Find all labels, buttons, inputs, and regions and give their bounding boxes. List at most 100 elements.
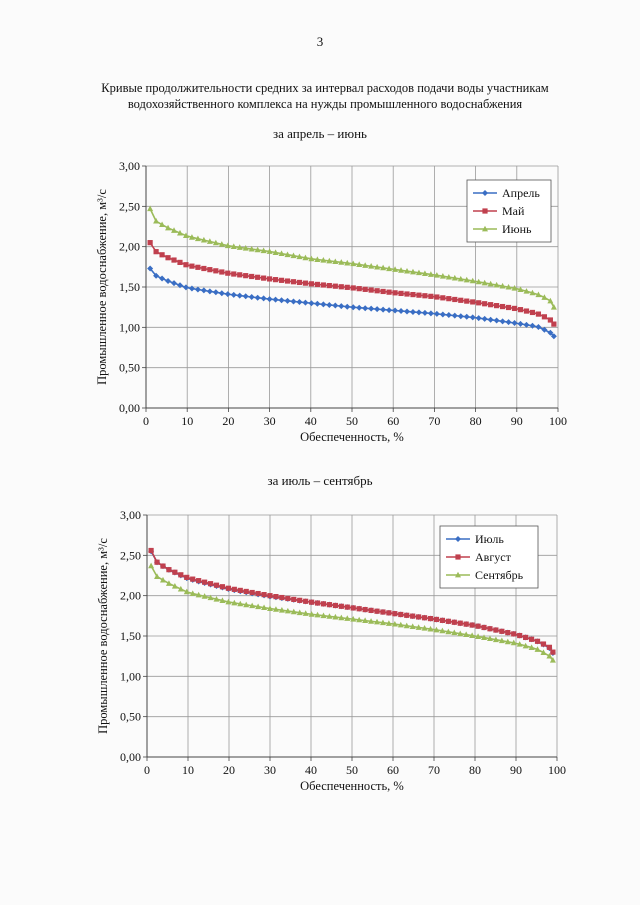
data-point bbox=[176, 229, 183, 236]
data-point bbox=[284, 251, 291, 258]
data-point bbox=[326, 602, 333, 608]
data-point bbox=[404, 291, 410, 297]
data-point bbox=[517, 632, 523, 639]
data-point bbox=[165, 255, 171, 261]
data-point bbox=[380, 306, 387, 313]
data-point bbox=[190, 576, 196, 582]
data-point bbox=[249, 602, 256, 609]
data-point bbox=[344, 259, 351, 266]
legend-marker bbox=[482, 190, 488, 196]
data-point bbox=[487, 626, 493, 632]
data-point bbox=[422, 293, 428, 299]
data-point bbox=[248, 293, 255, 300]
data-point bbox=[248, 245, 255, 252]
data-point bbox=[171, 227, 178, 233]
data-point bbox=[523, 634, 529, 641]
data-point bbox=[178, 572, 184, 578]
data-point bbox=[445, 273, 452, 280]
data-point bbox=[171, 280, 178, 287]
chart-1-subtitle: за апрель – июнь bbox=[273, 126, 367, 141]
data-point bbox=[184, 574, 190, 580]
data-point bbox=[421, 270, 428, 277]
data-point bbox=[374, 288, 380, 294]
data-point bbox=[284, 278, 291, 284]
x-tick-label: 20 bbox=[222, 414, 234, 428]
data-point bbox=[296, 609, 303, 616]
data-point bbox=[326, 301, 333, 308]
x-tick-label: 30 bbox=[264, 414, 276, 428]
data-point bbox=[350, 260, 357, 267]
data-point bbox=[308, 300, 315, 307]
data-point bbox=[344, 303, 351, 310]
data-point bbox=[201, 265, 207, 272]
data-point bbox=[469, 314, 476, 321]
data-point bbox=[421, 309, 428, 316]
data-point bbox=[225, 598, 232, 605]
data-point bbox=[296, 279, 303, 286]
data-point bbox=[416, 292, 422, 298]
data-point bbox=[326, 613, 333, 619]
data-point bbox=[541, 294, 548, 300]
data-point bbox=[230, 291, 237, 298]
data-point bbox=[374, 306, 381, 313]
data-point bbox=[404, 612, 410, 618]
data-point bbox=[487, 280, 494, 287]
page-number: 3 bbox=[316, 34, 324, 49]
data-point bbox=[368, 305, 375, 312]
legend-box bbox=[439, 525, 539, 589]
data-point bbox=[177, 585, 184, 592]
data-point bbox=[517, 286, 524, 293]
data-point bbox=[499, 318, 506, 325]
data-point bbox=[481, 279, 488, 286]
data-point bbox=[550, 649, 556, 655]
data-point bbox=[165, 278, 172, 285]
data-point bbox=[194, 235, 201, 242]
data-point bbox=[550, 333, 557, 340]
data-point bbox=[451, 619, 457, 625]
data-point bbox=[392, 290, 398, 296]
data-point bbox=[344, 284, 350, 290]
data-point bbox=[213, 582, 220, 588]
data-point bbox=[231, 599, 238, 606]
data-point bbox=[272, 277, 279, 283]
data-point bbox=[213, 268, 219, 274]
legend-label: Июль bbox=[475, 532, 504, 546]
data-point bbox=[249, 273, 255, 280]
data-point bbox=[362, 305, 369, 312]
x-tick-label: 10 bbox=[182, 763, 194, 777]
data-point bbox=[494, 303, 500, 309]
data-point bbox=[481, 315, 488, 322]
x-tick-label: 20 bbox=[223, 763, 235, 777]
data-point bbox=[189, 590, 196, 596]
data-point bbox=[415, 624, 422, 630]
chart-july-september: 0,00 0,50 1,00 1,50 2,00 2,50 3,00 0 10 20 30 40 50 6… bbox=[96, 508, 566, 793]
data-point bbox=[243, 273, 249, 279]
data-point bbox=[200, 287, 207, 294]
data-point bbox=[188, 234, 195, 240]
data-point bbox=[505, 319, 512, 326]
data-point bbox=[547, 297, 554, 304]
data-point bbox=[517, 307, 524, 313]
data-point bbox=[463, 621, 469, 627]
data-point bbox=[379, 619, 386, 626]
data-point bbox=[177, 259, 183, 265]
data-point bbox=[433, 616, 440, 623]
data-point bbox=[231, 586, 237, 592]
data-point bbox=[290, 252, 297, 259]
data-point bbox=[421, 625, 428, 631]
data-point bbox=[237, 587, 243, 594]
data-point bbox=[160, 563, 166, 569]
data-point bbox=[242, 293, 249, 300]
data-point bbox=[320, 257, 327, 263]
data-point bbox=[386, 610, 392, 616]
data-point bbox=[391, 620, 398, 627]
data-point bbox=[320, 601, 327, 607]
data-point bbox=[374, 618, 381, 625]
data-point bbox=[511, 631, 517, 637]
data-point bbox=[154, 573, 161, 579]
x-tick-label: 60 bbox=[387, 414, 399, 428]
legend-label: Апрель bbox=[502, 186, 540, 200]
data-point bbox=[207, 267, 213, 273]
data-point bbox=[225, 270, 231, 276]
data-point bbox=[439, 617, 446, 623]
